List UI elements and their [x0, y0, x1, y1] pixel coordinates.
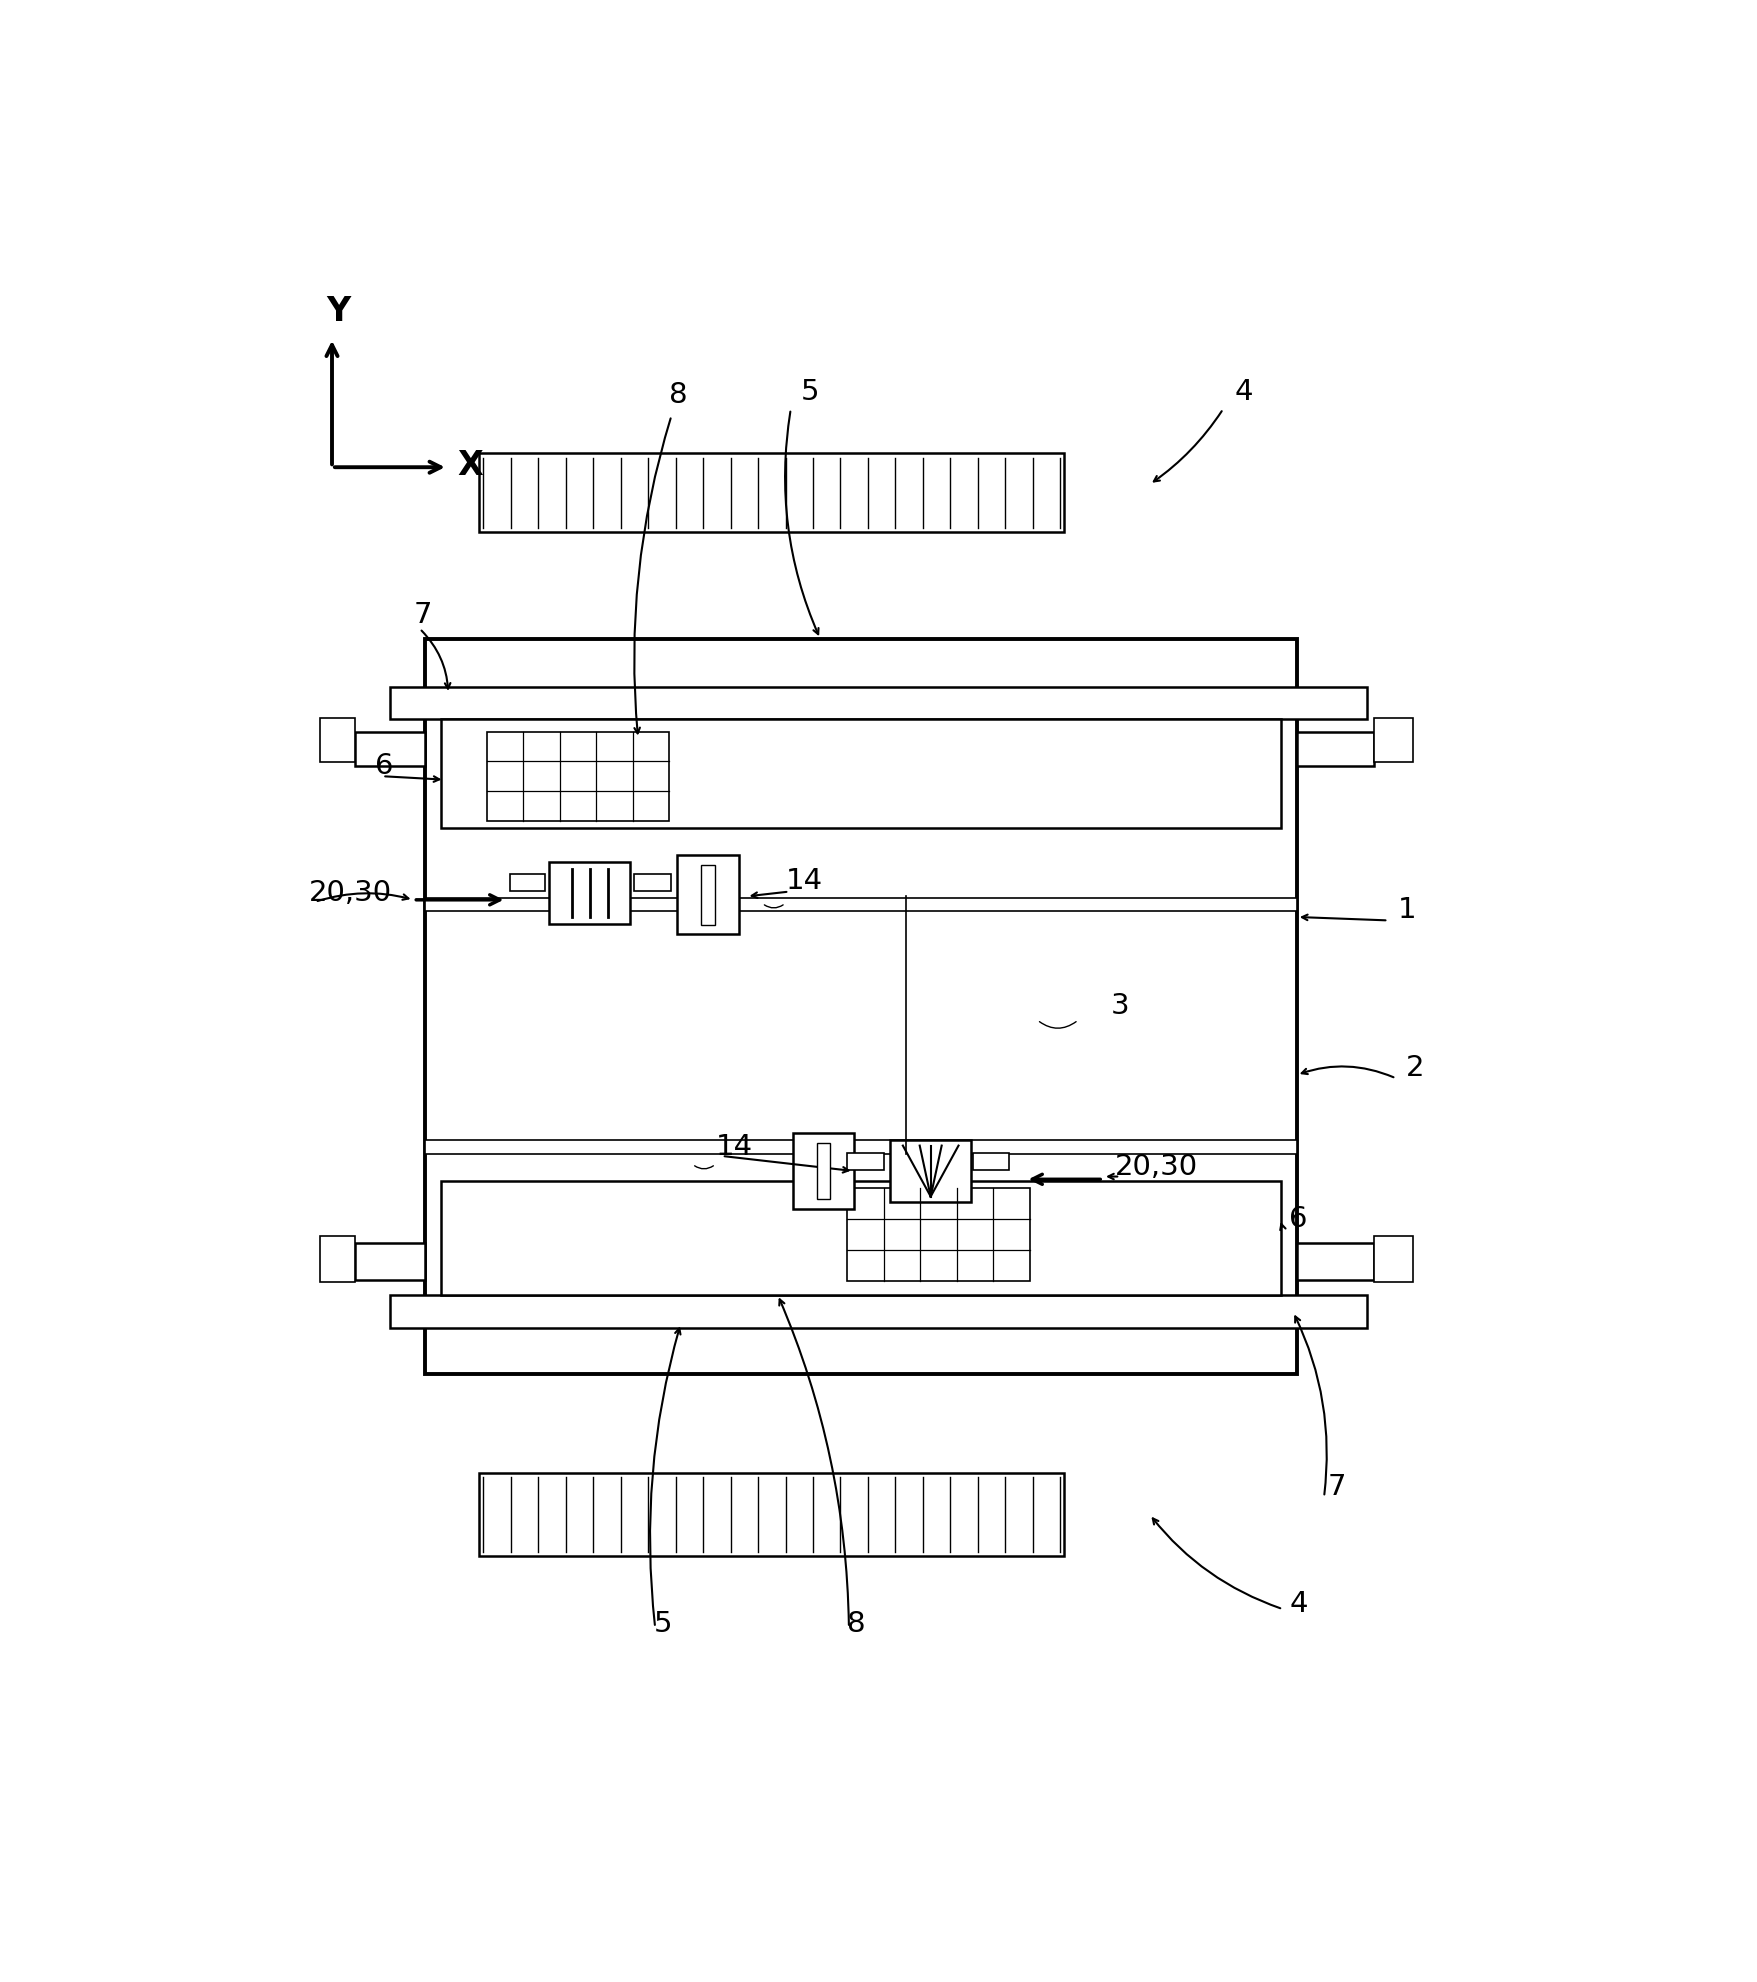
Bar: [487, 731, 669, 821]
Text: 7: 7: [1328, 1473, 1346, 1500]
Bar: [891, 1140, 972, 1203]
Bar: [847, 1189, 1030, 1280]
Text: 1: 1: [1397, 896, 1416, 924]
Text: 2: 2: [1406, 1052, 1423, 1082]
Text: Y: Y: [327, 295, 351, 327]
Bar: [548, 862, 631, 924]
Text: 6: 6: [1290, 1205, 1307, 1233]
Bar: [847, 1154, 884, 1169]
Bar: [441, 1181, 1281, 1294]
Bar: [1297, 731, 1374, 767]
Text: 3: 3: [1110, 991, 1130, 1019]
Bar: [973, 1154, 1009, 1169]
Text: X: X: [457, 448, 483, 482]
Bar: [355, 731, 425, 767]
Text: 14: 14: [785, 866, 822, 894]
Bar: [425, 900, 1297, 912]
Bar: [634, 874, 671, 892]
Bar: [355, 1243, 425, 1280]
Text: 7: 7: [413, 601, 432, 628]
Bar: [701, 866, 715, 926]
Text: 5: 5: [801, 377, 819, 406]
Bar: [1374, 719, 1413, 763]
Text: 5: 5: [654, 1609, 673, 1637]
Text: 20,30: 20,30: [1114, 1154, 1198, 1181]
Text: 14: 14: [715, 1132, 752, 1159]
Bar: [817, 1144, 829, 1199]
Bar: [390, 1294, 1367, 1328]
Text: 8: 8: [669, 381, 687, 408]
Bar: [320, 719, 355, 763]
Text: 8: 8: [847, 1609, 866, 1637]
Bar: [676, 856, 740, 936]
Text: 6: 6: [374, 751, 394, 779]
Bar: [441, 719, 1281, 828]
Bar: [425, 640, 1297, 1374]
Bar: [510, 874, 545, 892]
Bar: [480, 1473, 1065, 1556]
Text: 4: 4: [1290, 1590, 1307, 1617]
Bar: [1374, 1237, 1413, 1282]
Bar: [792, 1134, 854, 1209]
Bar: [480, 454, 1065, 533]
Text: 20,30: 20,30: [309, 878, 392, 906]
Text: 4: 4: [1235, 377, 1253, 406]
Bar: [320, 1237, 355, 1282]
Bar: [1297, 1243, 1374, 1280]
Bar: [425, 1140, 1297, 1154]
Bar: [390, 688, 1367, 719]
